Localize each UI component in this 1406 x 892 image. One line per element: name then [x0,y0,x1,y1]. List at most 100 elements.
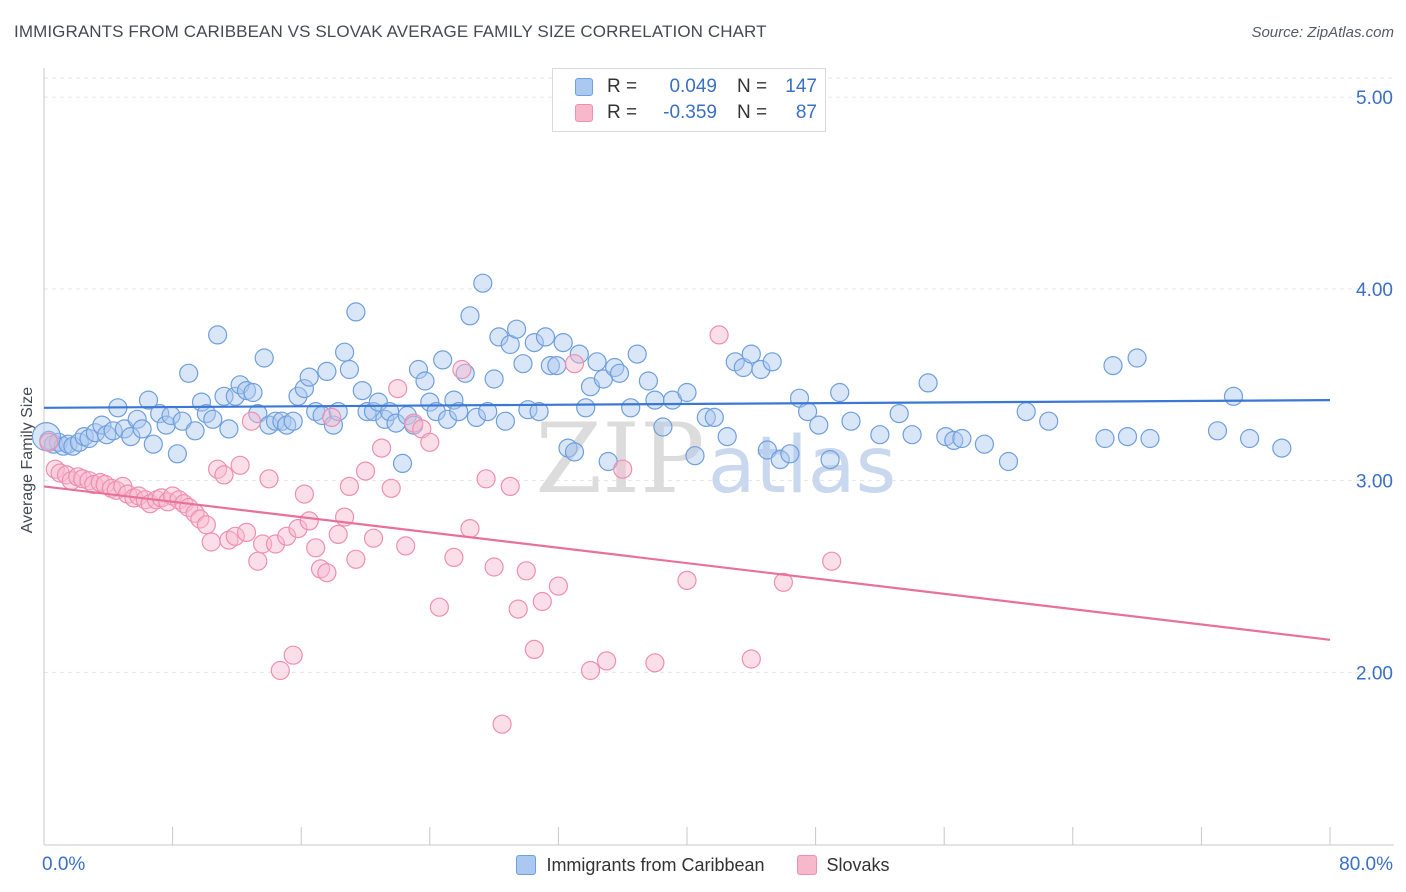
caribbean-point [433,350,453,370]
axes [43,68,1394,846]
slovaks-point [355,461,376,481]
caribbean-point [569,344,589,364]
source-label: Source: ZipAtlas.com [1251,24,1394,41]
slovaks-point [196,515,216,535]
slovaks-point [381,478,401,498]
caribbean-point [460,306,480,326]
slovaks-point [363,528,384,548]
r-label: R = [607,102,638,123]
slovaks-point [709,325,729,345]
n-value: 87 [795,102,817,123]
x-tick-label-min: 0.0% [42,854,85,875]
slovaks-point [299,511,319,531]
slovaks-point [248,551,268,571]
caribbean-point [870,425,890,445]
slovaks-point [259,469,279,489]
caribbean-point [841,411,861,431]
caribbean-point [299,367,319,387]
caribbean-point [751,359,771,380]
y-tick-label: 4.00 [1356,280,1393,301]
caribbean-point [203,409,223,429]
slovaks-point [532,591,552,612]
slovaks-point [306,538,326,558]
caribbean-point [685,446,705,466]
slovaks-point [516,561,536,581]
legend-swatch-pink [575,104,593,122]
caribbean-point [156,415,176,435]
caribbean-point [952,428,972,449]
slovaks-point [580,660,601,681]
caribbean-point [1239,428,1260,449]
caribbean-point [587,352,607,372]
caribbean-point [392,453,413,473]
slovaks-point [508,599,528,619]
slovaks-point [396,536,416,556]
caribbean-point [830,382,850,403]
slovaks-point [346,549,366,569]
caribbean-point [1016,402,1036,422]
slovaks-point [460,518,480,539]
caribbean-point [653,417,673,437]
slovaks-point [317,563,337,583]
caribbean-point [208,325,228,345]
slovaks-point [548,576,569,596]
caribbean-point [780,444,800,464]
r-value: 0.049 [669,76,717,97]
slovaks-point [741,649,761,669]
legend-row-slovaks: R = -0.359 N = 87 [575,101,817,125]
caribbean-point [437,409,458,429]
legend-row-caribbean: R = 0.049 N = 147 [575,75,817,99]
n-value: 147 [785,76,817,97]
caribbean-point [1103,356,1123,376]
legend-label-slovaks: Slovaks [826,854,890,875]
caribbean-point [762,352,782,372]
caribbean-point [185,421,205,441]
caribbean-point [638,371,659,391]
caribbean-point [172,411,192,431]
caribbean-point [704,407,724,427]
slovaks-point [677,570,697,591]
caribbean-point [1117,427,1138,447]
caribbean-point [770,450,790,470]
slovaks-point [822,551,842,571]
caribbean-point [1207,421,1228,441]
caribbean-point [1127,348,1147,368]
slovaks-point [773,572,794,592]
caribbean-point [449,402,469,422]
caribbean-point [138,390,159,410]
caribbean-point [317,361,337,381]
watermark-zip: ZIP [535,403,704,515]
caribbean-point [918,373,938,393]
legend-swatch-pink [796,855,817,875]
r-label: R = [607,76,638,97]
caribbean-point [335,342,355,362]
caribbean-point [363,402,384,422]
slovaks-point [294,484,314,504]
gridlines [44,77,1394,673]
caribbean-point [127,409,147,429]
slovaks-point [214,465,234,485]
caribbean-point [717,427,737,447]
legend-swatch-blue [575,78,593,96]
slovaks-point [372,438,392,458]
slovaks-point [429,597,449,617]
caribbean-trend-line [43,399,1331,409]
caribbean-point [553,333,573,353]
caribbean-point [627,344,647,364]
legend-item-caribbean: Immigrants from Caribbean [516,855,765,876]
slovaks-point [452,359,472,380]
legend-swatch-blue [516,855,537,875]
watermark: ZIP atlas [535,403,896,515]
caribbean-point [645,390,665,410]
caribbean-point [1039,411,1059,431]
caribbean-point [741,344,761,364]
caribbean-point [529,402,549,422]
caribbean-point [1140,428,1160,449]
caribbean-point [167,444,187,464]
caribbean-point [1272,438,1292,458]
series-slovaks-points [39,325,842,734]
caribbean-point [219,419,239,439]
slovaks-point [328,524,348,545]
caribbean-point [889,404,909,424]
x-tick-label-max: 80.0% [1339,854,1393,875]
